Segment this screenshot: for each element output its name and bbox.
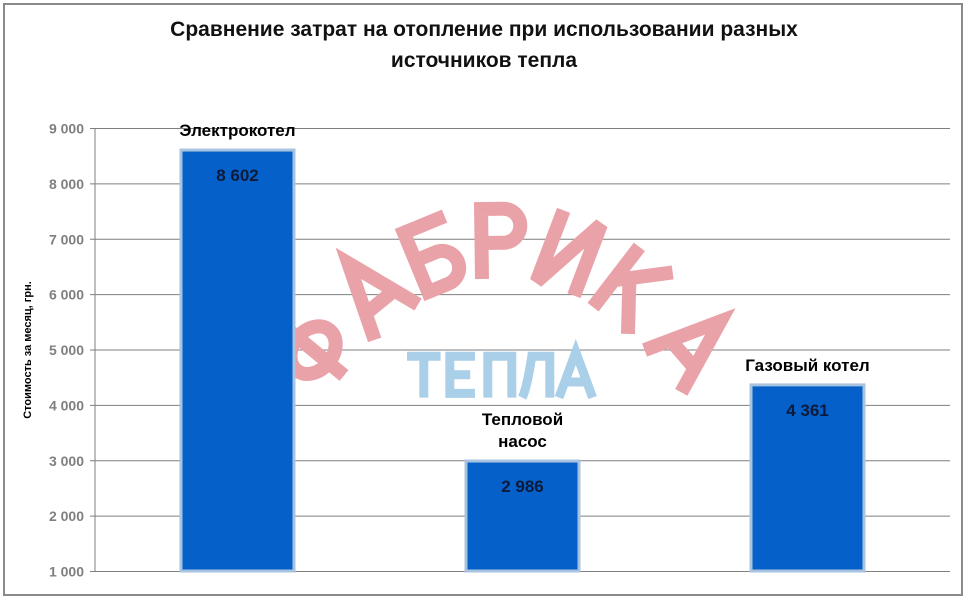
watermark-letter xyxy=(554,338,597,400)
category-label: Тепловой xyxy=(482,410,563,429)
watermark-letter xyxy=(518,351,555,400)
chart-title-line-1: Сравнение затрат на отопление при исполь… xyxy=(170,18,798,41)
watermark-letter xyxy=(445,351,476,398)
y-tick-label: 2 000 xyxy=(49,508,84,524)
watermark-letter xyxy=(530,207,608,299)
y-tick-label: 4 000 xyxy=(49,397,84,413)
y-tick-label: 1 000 xyxy=(49,564,84,580)
bar xyxy=(749,383,866,573)
y-tick-label: 6 000 xyxy=(49,287,84,303)
watermark-letter xyxy=(473,201,528,280)
chart-frame xyxy=(3,3,963,596)
y-axis-label: Стоимость за месяц, грн. xyxy=(22,281,34,419)
watermark-letter xyxy=(335,247,422,343)
data-label: 2 986 xyxy=(501,477,544,496)
data-label: 4 361 xyxy=(786,401,829,420)
watermark-letter xyxy=(587,242,674,335)
watermark-letter xyxy=(642,308,736,396)
y-tick-label: 5 000 xyxy=(49,342,84,358)
bar xyxy=(179,148,296,573)
category-label: Электрокотел xyxy=(179,121,295,140)
chart-title: Сравнение затрат на отопление при исполь… xyxy=(0,14,968,76)
watermark-letter xyxy=(407,351,441,398)
watermark-letter xyxy=(394,209,467,302)
watermark-line-1-picture xyxy=(280,201,736,396)
data-label: 8 602 xyxy=(216,166,259,185)
category-label: насос xyxy=(498,432,547,451)
chart-title-line-2: источников тепла xyxy=(390,49,578,72)
y-tick-label: 7 000 xyxy=(49,231,84,247)
y-tick-label: 8 000 xyxy=(49,176,84,192)
watermark-letter xyxy=(483,351,517,398)
watermark-line-2-picture xyxy=(407,338,597,400)
bars: 8 602 Электрокотел 2 986 Тепловой насос 4 361… xyxy=(179,121,870,573)
category-label: Газовый котел xyxy=(745,356,869,375)
y-tick-label: 9 000 xyxy=(49,121,84,137)
bar xyxy=(464,459,581,573)
watermark-logo xyxy=(280,201,736,400)
y-tick-label: 3 000 xyxy=(49,453,84,469)
